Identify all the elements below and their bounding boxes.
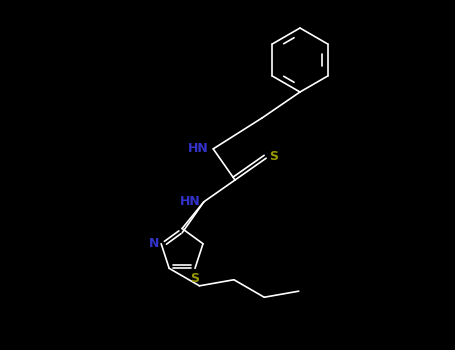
Text: HN: HN xyxy=(187,142,208,155)
Text: N: N xyxy=(149,237,159,250)
Text: S: S xyxy=(191,272,199,285)
Text: S: S xyxy=(269,150,278,163)
Text: HN: HN xyxy=(180,195,201,208)
